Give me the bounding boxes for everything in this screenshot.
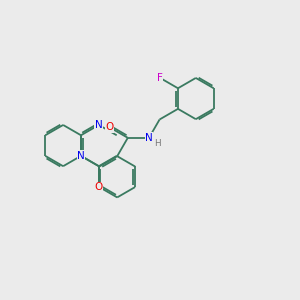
Text: O: O xyxy=(95,182,103,192)
Text: F: F xyxy=(157,73,163,83)
Text: N: N xyxy=(77,151,85,161)
Text: N: N xyxy=(145,133,153,143)
Text: O: O xyxy=(105,122,114,132)
Text: N: N xyxy=(95,120,103,130)
Text: H: H xyxy=(154,139,161,148)
